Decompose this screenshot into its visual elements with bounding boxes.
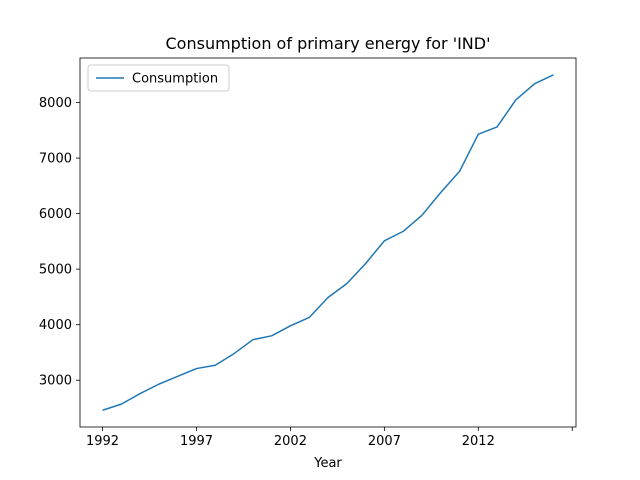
axes-frame bbox=[79, 57, 577, 428]
y-axis: 3000 4000 5000 6000 7000 8000 bbox=[39, 96, 80, 389]
series-line-consumption bbox=[102, 74, 554, 411]
y-tick-label: 5000 bbox=[39, 263, 72, 278]
legend-label: Consumption bbox=[132, 72, 218, 87]
y-tick-label: 3000 bbox=[39, 374, 72, 389]
chart-title: Consumption of primary energy for 'IND' bbox=[166, 34, 491, 53]
x-axis: 1992 1997 2002 2007 2012 bbox=[86, 427, 573, 449]
x-tick-label: 2012 bbox=[462, 434, 495, 449]
y-tick-label: 6000 bbox=[39, 207, 72, 222]
y-tick-label: 7000 bbox=[39, 152, 72, 167]
x-tick-label: 1997 bbox=[180, 434, 213, 449]
x-tick-label: 1992 bbox=[86, 434, 119, 449]
plot-area bbox=[79, 57, 577, 428]
x-tick-label: 2002 bbox=[274, 434, 307, 449]
legend-box bbox=[87, 64, 230, 92]
x-tick-label: 2007 bbox=[368, 434, 401, 449]
legend: Consumption bbox=[87, 64, 230, 92]
y-tick-label: 4000 bbox=[39, 318, 72, 333]
x-axis-label: Year bbox=[313, 456, 342, 471]
y-tick-label: 8000 bbox=[39, 96, 72, 111]
